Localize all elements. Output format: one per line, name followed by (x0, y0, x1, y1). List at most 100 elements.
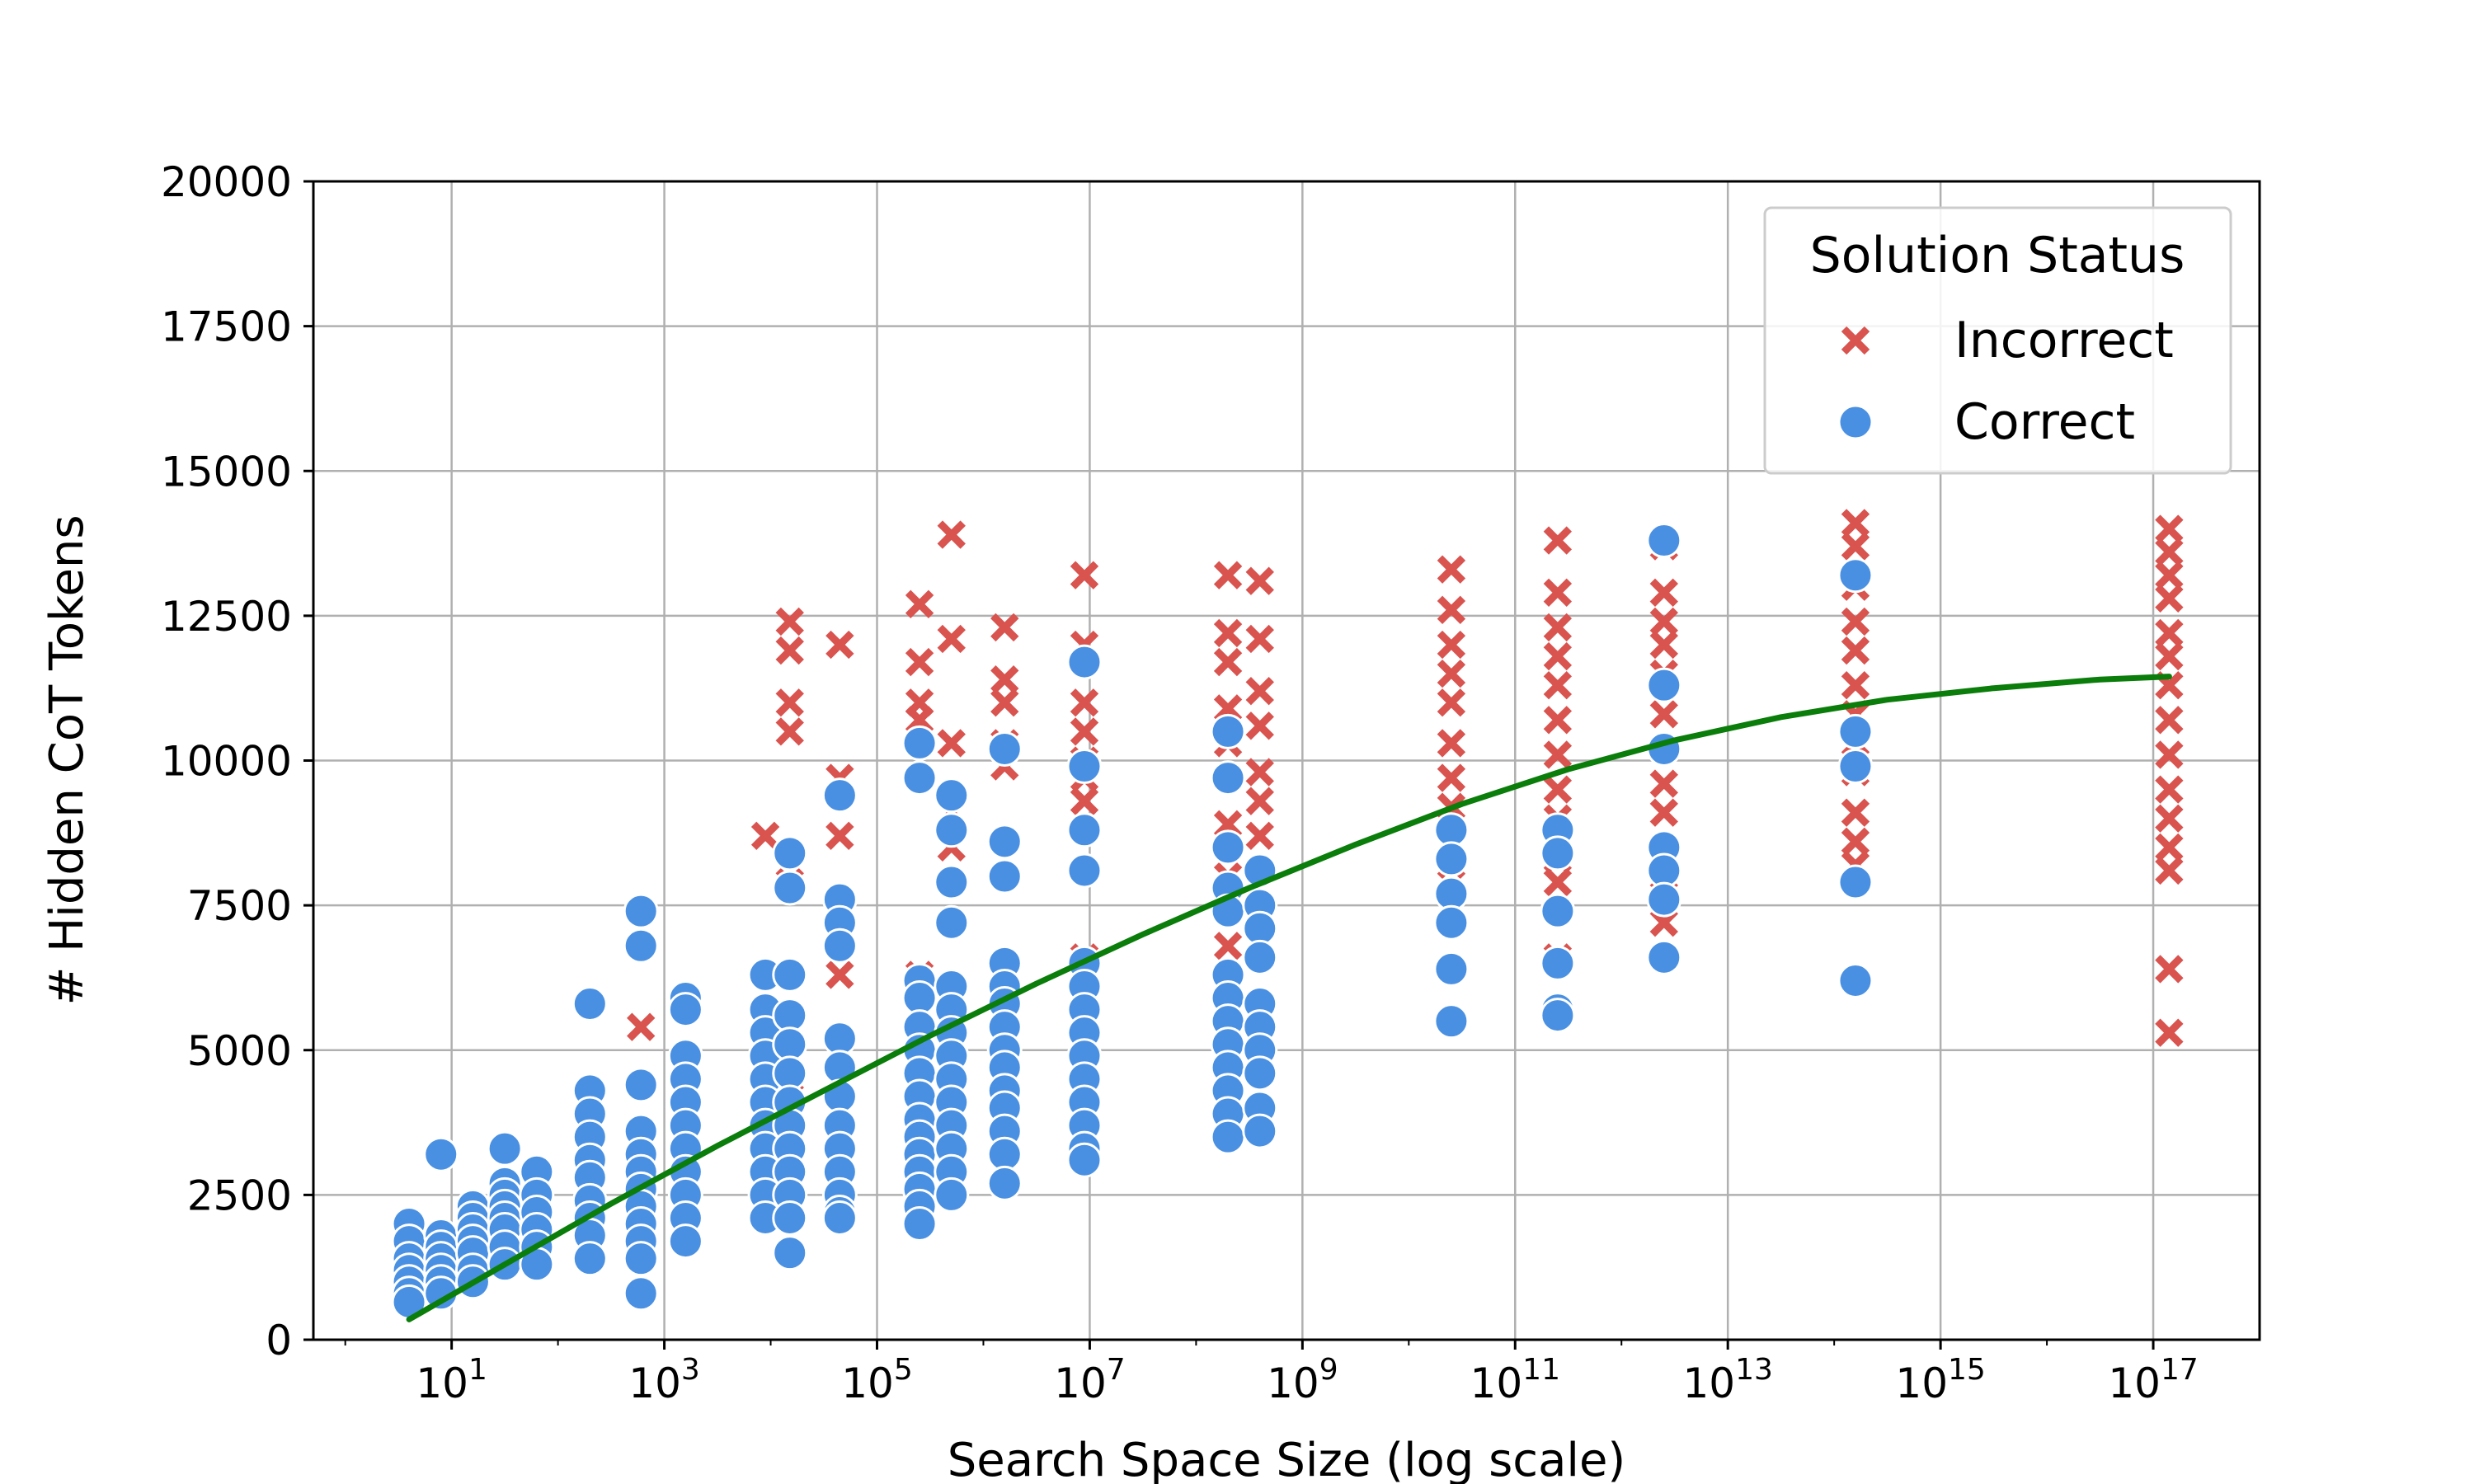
correct-point (1242, 1055, 1278, 1092)
incorrect-point (937, 729, 966, 758)
incorrect-point (1245, 758, 1274, 787)
incorrect-point (1649, 798, 1678, 827)
correct-point (901, 725, 938, 761)
legend-x-icon (1841, 326, 1870, 355)
incorrect-point (990, 613, 1019, 642)
incorrect-point (2155, 833, 2184, 862)
y-tick-label: 2500 (187, 1172, 292, 1219)
x-tick-exponent: 11 (1522, 1353, 1560, 1387)
incorrect-point (1437, 688, 1466, 717)
correct-point (1646, 667, 1682, 703)
incorrect-point (1841, 827, 1870, 857)
legend-circle-icon (1837, 404, 1874, 440)
correct-point (1433, 1003, 1470, 1040)
correct-point (1210, 1119, 1246, 1155)
incorrect-point (990, 688, 1019, 717)
incorrect-point (2155, 584, 2184, 613)
x-tick-exponent: 9 (1319, 1353, 1338, 1387)
correct-point (1210, 760, 1246, 796)
incorrect-point (937, 624, 966, 654)
correct-point (1540, 835, 1576, 871)
legend-label-correct: Correct (1954, 393, 2135, 451)
incorrect-point (1543, 641, 1573, 671)
correct-point (1646, 939, 1682, 975)
correct-point (934, 864, 970, 900)
incorrect-point (1437, 659, 1466, 688)
correct-point (934, 812, 970, 848)
correct-point (1433, 841, 1470, 877)
incorrect-point (1070, 717, 1099, 746)
incorrect-point (1543, 775, 1573, 804)
incorrect-point (1649, 769, 1678, 798)
incorrect-point (1649, 630, 1678, 660)
incorrect-point (2155, 856, 2184, 885)
incorrect-point (1070, 688, 1099, 717)
legend-label-incorrect: Incorrect (1954, 312, 2174, 369)
correct-point (1837, 713, 1874, 749)
incorrect-point (1245, 711, 1274, 740)
correct-point (667, 1223, 703, 1260)
x-tick-label: 1017 (2108, 1353, 2198, 1407)
incorrect-point (1437, 595, 1466, 625)
y-tick-label: 5000 (187, 1027, 292, 1075)
correct-point (623, 1241, 659, 1277)
incorrect-point (1213, 932, 1243, 960)
incorrect-point (2155, 1018, 2184, 1047)
trend-line-group (406, 674, 2172, 1322)
correct-point (1837, 749, 1874, 785)
incorrect-point (1543, 670, 1573, 700)
correct-point (1242, 1113, 1278, 1149)
incorrect-point (750, 821, 780, 851)
correct-point (986, 1165, 1023, 1201)
correct-point (1210, 713, 1246, 749)
x-tick-exponent: 1 (468, 1353, 487, 1387)
x-tick-label: 105 (841, 1353, 913, 1407)
x-tick-exponent: 7 (1107, 1353, 1126, 1387)
y-axis-title: # Hidden CoT Tokens (40, 514, 94, 1005)
incorrect-point (825, 960, 854, 989)
x-tick-label: 109 (1267, 1353, 1338, 1407)
correct-point (772, 870, 808, 906)
correct-point (423, 1136, 459, 1172)
correct-point (1066, 644, 1103, 680)
incorrect-point (1437, 630, 1466, 660)
incorrect-point (1841, 636, 1870, 665)
x-tick-label: 103 (628, 1353, 700, 1407)
x-tick-base: 10 (2108, 1360, 2161, 1407)
legend-box (1763, 206, 2232, 475)
x-tick-base: 10 (1895, 1360, 1948, 1407)
correct-point (986, 730, 1023, 767)
x-tick-exponent: 13 (1735, 1353, 1773, 1387)
data-points (391, 509, 2184, 1320)
incorrect-point (1245, 821, 1274, 851)
y-tick-label: 10000 (161, 738, 292, 786)
x-tick-exponent: 15 (1948, 1353, 1986, 1387)
incorrect-point (2155, 618, 2184, 648)
incorrect-point (775, 607, 804, 636)
x-tick-label: 1011 (1470, 1353, 1560, 1407)
correct-point (1540, 893, 1576, 929)
correct-point (772, 835, 808, 871)
incorrect-point (1841, 509, 1870, 538)
incorrect-point (1841, 798, 1870, 827)
incorrect-point (1437, 729, 1466, 758)
x-tick-label: 1013 (1682, 1353, 1772, 1407)
y-tick-label: 20000 (161, 158, 292, 206)
x-axis-title: Search Space Size (log scale) (948, 1434, 1626, 1484)
incorrect-point (825, 821, 854, 851)
correct-point (1433, 904, 1470, 941)
incorrect-point (1649, 607, 1678, 636)
x-tick-base: 10 (1267, 1360, 1319, 1407)
correct-point (821, 928, 858, 964)
incorrect-point (775, 717, 804, 746)
incorrect-point (1543, 867, 1573, 897)
correct-point (623, 1067, 659, 1103)
correct-point (571, 986, 608, 1022)
incorrect-point (1245, 677, 1274, 706)
incorrect-point (627, 1012, 656, 1041)
x-tick-label: 1015 (1895, 1353, 1985, 1407)
incorrect-point (1245, 787, 1274, 815)
y-tick-label: 7500 (187, 882, 292, 930)
incorrect-point (2155, 706, 2184, 735)
incorrect-point (2155, 538, 2184, 566)
